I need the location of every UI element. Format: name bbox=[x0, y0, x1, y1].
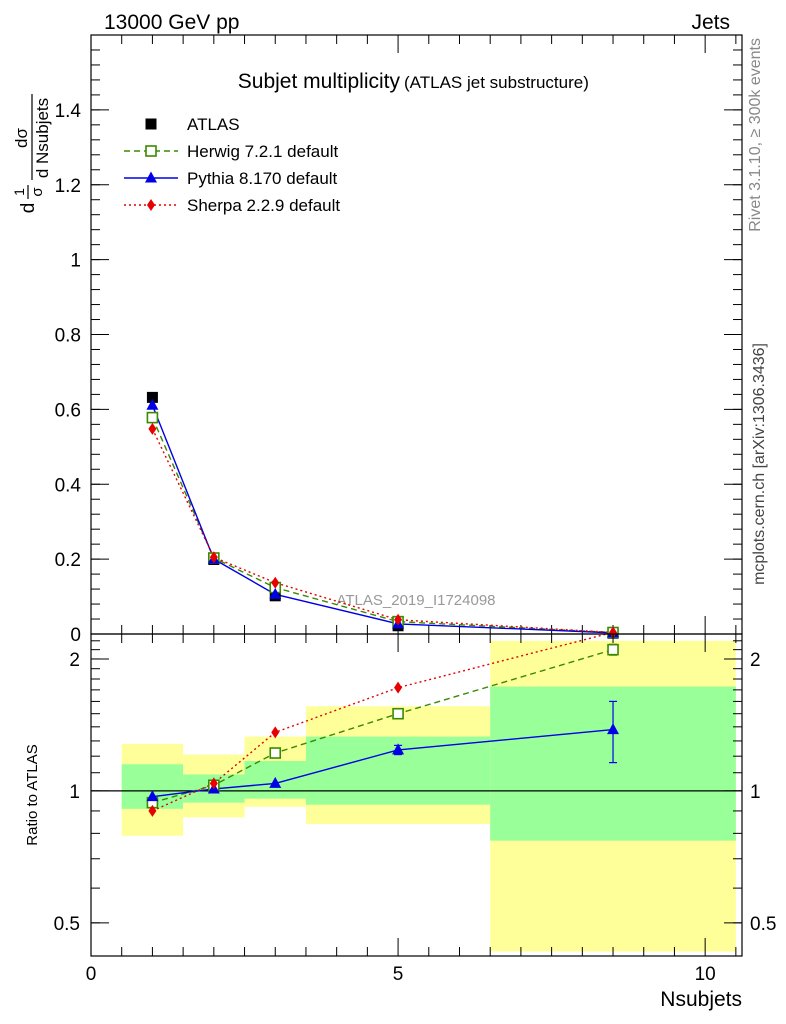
ratio-point-herwig bbox=[607, 643, 619, 656]
ratio-point-pythia bbox=[607, 723, 620, 735]
main-point-sherpa bbox=[609, 626, 618, 639]
side-label-upper: Rivet 3.1.10, ≥ 300k events bbox=[747, 38, 764, 232]
main-ytick-label: 0.2 bbox=[55, 550, 81, 571]
header-left: 13000 GeV pp bbox=[104, 11, 239, 34]
ratio-bands bbox=[121, 640, 736, 952]
main-title: Subjet multiplicity bbox=[238, 70, 401, 93]
main-panel: Subjet multiplicity (ATLAS jet substruct… bbox=[11, 34, 743, 646]
main-point-pythia bbox=[269, 587, 282, 599]
ratio-ylabel: Ratio to ATLAS bbox=[24, 744, 41, 845]
ratio-point-pythia bbox=[146, 790, 159, 802]
main-point-pythia bbox=[146, 398, 159, 410]
ratio-ticks: 0.5 0.5 1 1 2 2 0 5 10 bbox=[54, 634, 776, 985]
ratio-point-herwig bbox=[269, 747, 282, 759]
ylabel-num: dσ bbox=[12, 128, 31, 148]
header-right: Jets bbox=[691, 11, 730, 34]
ratio-ytick-label: 1 bbox=[69, 782, 80, 803]
main-title-note: (ATLAS jet substructure) bbox=[404, 73, 589, 92]
main-point-sherpa bbox=[148, 422, 157, 435]
ylabel-den: d Nsubjets bbox=[33, 98, 52, 178]
main-ytick-label: 0.8 bbox=[55, 326, 81, 347]
ratio-point-pythia bbox=[269, 776, 282, 788]
ratio-frame bbox=[90, 633, 743, 957]
main-point-sherpa bbox=[271, 576, 280, 589]
side-label-lower: mcplots.cern.ch [arXiv:1306.3436] bbox=[751, 343, 768, 585]
main-legend: ATLAS Herwig 7.2.1 default Pythia 8.170 de… bbox=[124, 115, 340, 215]
main-ticks: 0 0.2 0.4 0.6 0.8 1 1.2 1.4 bbox=[55, 34, 742, 646]
ratio-point-pythia bbox=[392, 743, 405, 755]
ratio-series-clip bbox=[146, 634, 620, 817]
ratio-point-herwig bbox=[392, 707, 404, 720]
ratio-ytick-label-right: 1 bbox=[750, 782, 761, 803]
ratio-point-sherpa bbox=[271, 726, 280, 739]
ratio-ytick-label-right: 2 bbox=[750, 650, 761, 671]
main-ytick-label: 1 bbox=[70, 251, 81, 272]
ylabel-prefix-num: 1 bbox=[11, 188, 27, 196]
main-point-herwig bbox=[146, 411, 159, 424]
main-ytick-label: 1.4 bbox=[55, 101, 82, 122]
ratio-xtick-label: 10 bbox=[695, 964, 716, 985]
watermark: ATLAS_2019_I1724098 bbox=[336, 592, 495, 609]
ratio-series bbox=[146, 634, 620, 817]
legend-label-atlas: ATLAS bbox=[187, 115, 240, 134]
ratio-xtick-label: 0 bbox=[86, 964, 97, 985]
legend-label-sherpa: Sherpa 2.2.9 default bbox=[187, 196, 340, 215]
ratio-ytick-label-right: 0.5 bbox=[750, 914, 776, 935]
ratio-point-sherpa bbox=[394, 681, 403, 694]
ratio-line-sherpa bbox=[152, 634, 610, 812]
main-ytick-label: 0.4 bbox=[55, 475, 82, 496]
ratio-xlabel: Nsubjets bbox=[660, 988, 742, 1011]
ratio-ytick-label: 2 bbox=[69, 650, 80, 671]
legend-marker-pythia bbox=[145, 171, 157, 183]
ratio-panel: 0.5 0.5 1 1 2 2 0 5 10 Ratio to ATLAS Nsubjets bbox=[24, 633, 776, 1011]
ratio-point-sherpa bbox=[148, 804, 157, 817]
main-point-atlas bbox=[146, 391, 158, 403]
main-point-sherpa bbox=[209, 551, 218, 564]
ylabel-prefix-den: σ bbox=[29, 187, 46, 197]
main-ytick-label: 0.6 bbox=[55, 400, 81, 421]
main-ytick-label: 1.2 bbox=[55, 176, 81, 197]
main-series bbox=[146, 391, 620, 639]
main-ylabel: d 1 σ dσ d Nsubjets bbox=[11, 94, 52, 213]
ratio-ytick-label: 0.5 bbox=[54, 914, 80, 935]
ratio-xtick-label: 5 bbox=[393, 964, 404, 985]
ratio-point-sherpa bbox=[209, 777, 218, 790]
legend-marker-sherpa bbox=[147, 199, 155, 211]
legend-label-herwig: Herwig 7.2.1 default bbox=[187, 142, 338, 161]
main-ytick-label: 0 bbox=[70, 625, 81, 646]
legend-marker-herwig bbox=[145, 145, 157, 157]
main-point-sherpa bbox=[394, 613, 403, 626]
legend-marker-atlas bbox=[145, 118, 157, 130]
legend-label-pythia: Pythia 8.170 default bbox=[187, 169, 338, 188]
ylabel-d: d bbox=[18, 203, 39, 214]
